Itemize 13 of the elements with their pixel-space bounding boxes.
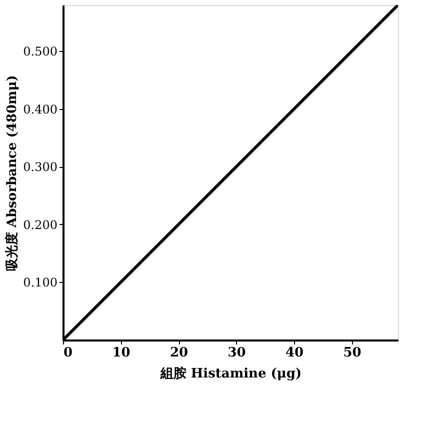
y-tick-label: 0.200 xyxy=(23,218,58,232)
x-tick-label: 20 xyxy=(170,346,188,360)
x-axis-title: 組胺 Histamine (μg) xyxy=(159,366,302,382)
x-tick-label: 0 xyxy=(64,346,73,360)
x-tick-label: 40 xyxy=(285,346,304,360)
y-tick-label: 0.300 xyxy=(23,160,58,174)
y-tick-label: 0.100 xyxy=(23,276,58,290)
y-axis-title: 吸光度 Absorbance (480mμ) xyxy=(4,75,20,271)
x-tick-label: 10 xyxy=(112,346,130,360)
y-tick-label: 0.400 xyxy=(23,102,58,116)
x-tick-label: 30 xyxy=(228,346,246,360)
x-tick-label: 50 xyxy=(343,346,362,360)
y-tick-label: 0.500 xyxy=(23,44,58,59)
